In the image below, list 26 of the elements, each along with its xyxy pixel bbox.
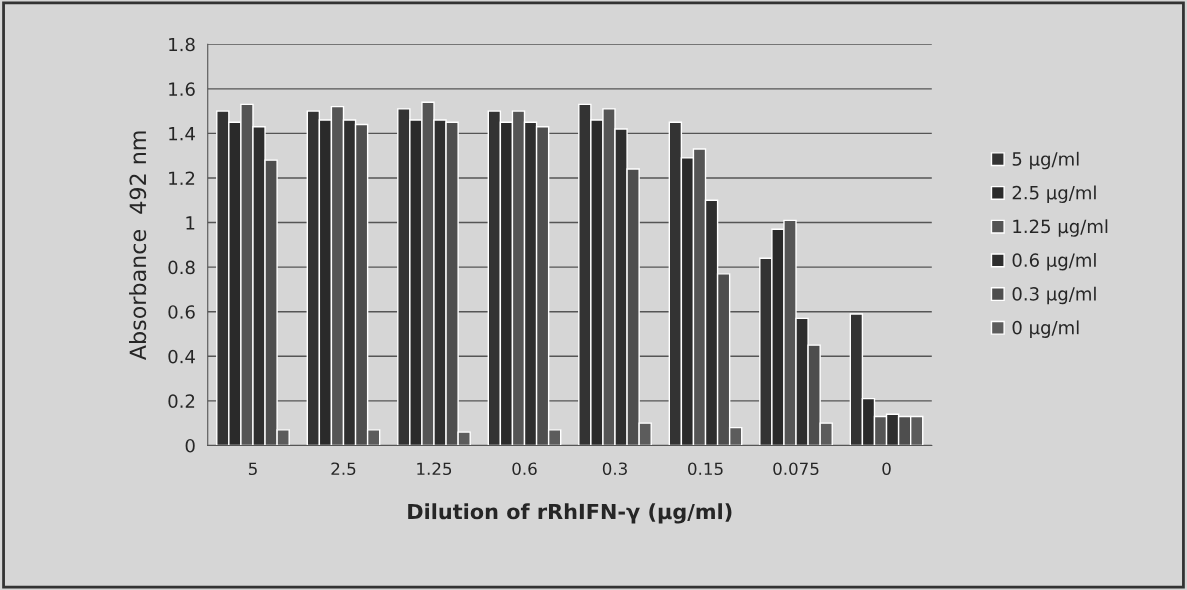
x-tick-label: 0	[882, 462, 891, 476]
y-axis-title: Absorbance 492 nm	[129, 131, 147, 360]
x-tick-label: 5	[248, 462, 257, 476]
y-tick-label: 0.8	[168, 260, 195, 275]
legend-label: 2.5 μg/ml	[1012, 185, 1096, 203]
legend-label: 0.6 μg/ml	[1012, 252, 1096, 271]
y-tick-label: 0.2	[168, 394, 195, 408]
y-tick-label: 0.6	[168, 305, 195, 319]
x-tick-label: 0.6	[512, 462, 537, 476]
legend-label: 1.25 μg/ml	[1013, 219, 1108, 237]
x-tick-label: 0.075	[773, 462, 819, 476]
x-axis-title: Dilution of rRhIFN-γ (μg/ml)	[408, 503, 732, 524]
x-tick-label: 2.5	[331, 462, 356, 476]
legend-label: 5 μg/ml	[1012, 151, 1079, 170]
y-tick-label: 1.8	[169, 37, 195, 52]
y-tick-label: 1.6	[169, 82, 195, 96]
y-tick-label: 0.4	[168, 349, 195, 364]
y-tick-label: 1.2	[169, 171, 195, 185]
y-tick-label: 0	[185, 438, 195, 453]
legend-label: 0 μg/ml	[1012, 320, 1079, 338]
y-tick-label: 1	[186, 216, 195, 230]
x-tick-label: 0.15	[688, 462, 723, 476]
legend-label: 0.3 μg/ml	[1012, 286, 1096, 305]
x-tick-label: 1.25	[417, 462, 452, 476]
y-tick-label: 1.4	[169, 127, 195, 141]
x-tick-label: 0.3	[602, 462, 627, 476]
